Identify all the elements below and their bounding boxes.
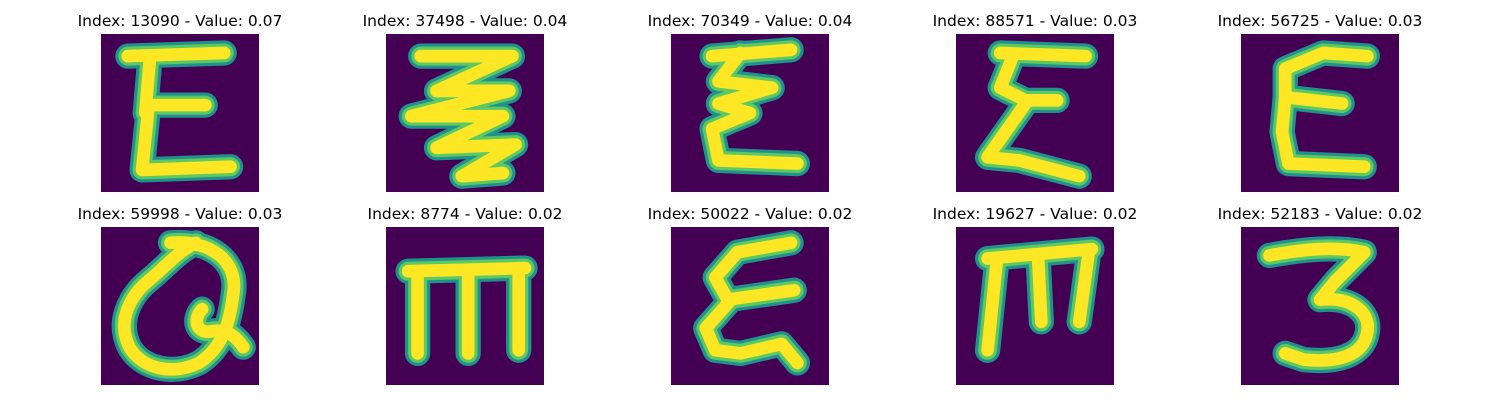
digit-image (101, 227, 259, 385)
panel-1: Index: 13090 - Value: 0.07 (35, 12, 325, 202)
digit-image (671, 227, 829, 385)
panel-7: Index: 8774 - Value: 0.02 (320, 205, 610, 395)
panel-title: Index: 8774 - Value: 0.02 (367, 205, 563, 223)
glyph-e-icon (974, 40, 1099, 189)
digit-image (386, 227, 544, 385)
panel-title: Index: 50022 - Value: 0.02 (647, 205, 853, 223)
panel-4: Index: 88571 - Value: 0.03 (890, 12, 1180, 202)
panel-title: Index: 37498 - Value: 0.04 (362, 12, 568, 30)
glyph-e-icon (699, 37, 811, 177)
panel-5: Index: 56725 - Value: 0.03 (1175, 12, 1465, 202)
glyph-e-icon (1269, 40, 1381, 180)
panel-6: Index: 59998 - Value: 0.03 (35, 205, 325, 395)
digit-image (386, 34, 544, 192)
digit-image (1241, 227, 1399, 385)
glyph-e-icon (693, 230, 811, 376)
digit-image (671, 34, 829, 192)
panel-title: Index: 88571 - Value: 0.03 (932, 12, 1138, 30)
panel-9: Index: 19627 - Value: 0.02 (890, 205, 1180, 395)
panel-3: Index: 70349 - Value: 0.04 (605, 12, 895, 202)
panel-title: Index: 70349 - Value: 0.04 (647, 12, 853, 30)
panel-2: Index: 37498 - Value: 0.04 (320, 12, 610, 202)
panel-title: Index: 56725 - Value: 0.03 (1217, 12, 1423, 30)
glyph-three-icon (1256, 236, 1381, 374)
glyph-m-icon (395, 255, 538, 367)
glyph-e-icon (115, 40, 244, 183)
panel-8: Index: 50022 - Value: 0.02 (605, 205, 895, 395)
glyph-zigzag-icon (398, 43, 529, 189)
panel-title: Index: 52183 - Value: 0.02 (1217, 205, 1423, 223)
digit-image (101, 34, 259, 192)
glyph-m-icon (974, 236, 1105, 363)
panel-10: Index: 52183 - Value: 0.02 (1175, 205, 1465, 395)
panel-title: Index: 13090 - Value: 0.07 (77, 12, 283, 30)
digit-image (956, 34, 1114, 192)
glyph-loop-icon (111, 229, 256, 382)
panel-title: Index: 59998 - Value: 0.03 (77, 205, 283, 223)
digit-image (956, 227, 1114, 385)
panel-title: Index: 19627 - Value: 0.02 (932, 205, 1138, 223)
digit-image (1241, 34, 1399, 192)
